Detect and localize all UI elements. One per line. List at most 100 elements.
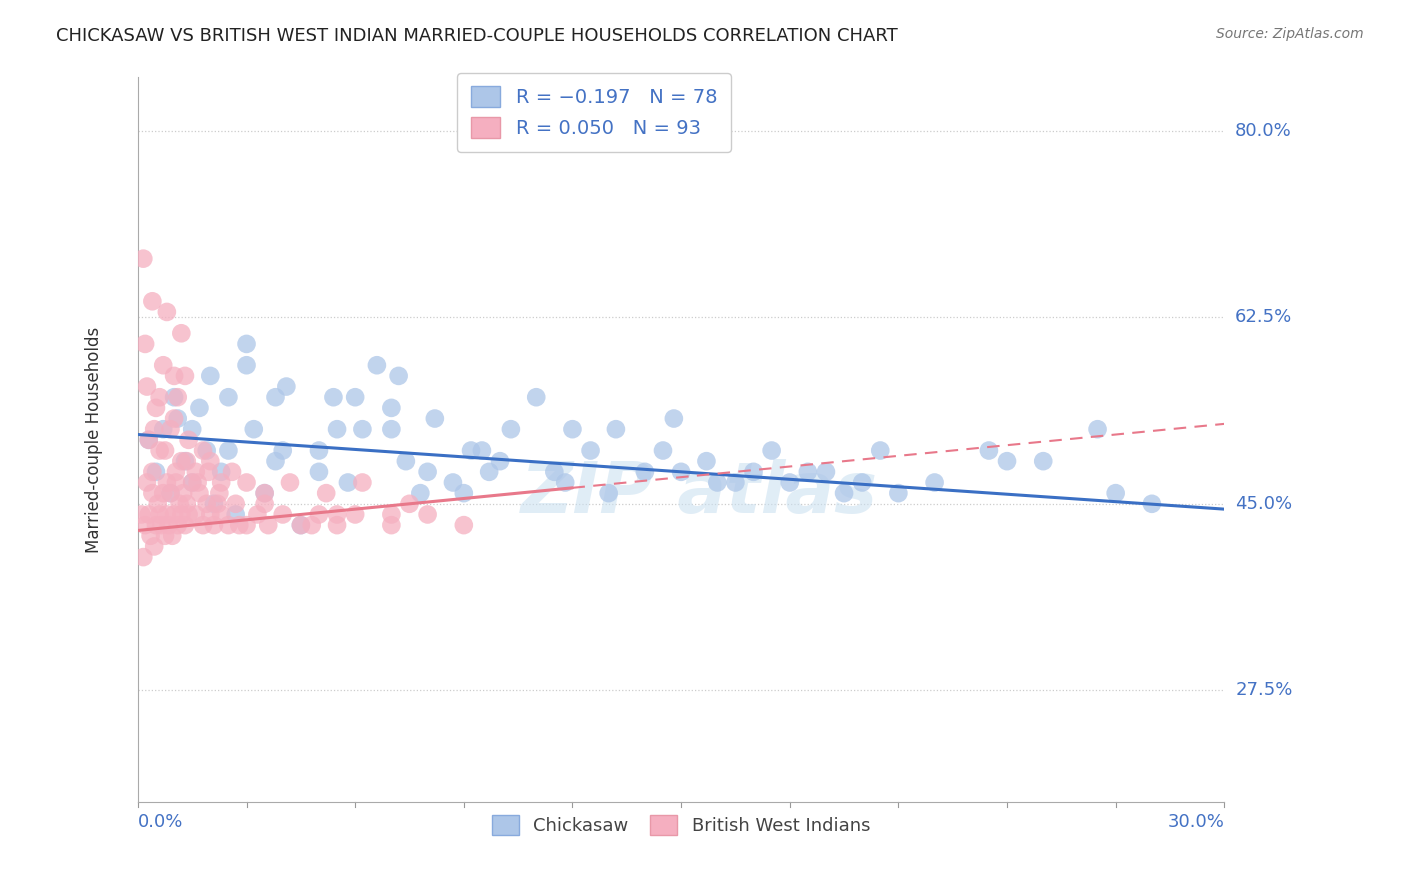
Point	[177, 508, 200, 522]
Point	[217, 390, 239, 404]
Point	[380, 401, 402, 415]
Point	[579, 443, 602, 458]
Point	[246, 508, 269, 522]
Point	[423, 411, 446, 425]
Point	[257, 518, 280, 533]
Point	[761, 443, 783, 458]
Text: 27.5%: 27.5%	[1236, 681, 1292, 699]
Point	[605, 422, 627, 436]
Point	[138, 433, 160, 447]
Text: 80.0%: 80.0%	[1236, 121, 1292, 140]
Point	[278, 475, 301, 490]
Point	[200, 454, 222, 468]
Point	[157, 518, 180, 533]
Point	[209, 465, 232, 479]
Point	[150, 518, 173, 533]
Point	[170, 508, 193, 522]
Point	[524, 390, 547, 404]
Point	[170, 454, 193, 468]
Point	[543, 465, 565, 479]
Point	[235, 358, 257, 372]
Point	[188, 401, 211, 415]
Point	[1032, 454, 1054, 468]
Point	[145, 401, 167, 415]
Point	[662, 411, 685, 425]
Point	[131, 508, 153, 522]
Point	[235, 518, 257, 533]
Point	[352, 422, 374, 436]
Point	[138, 508, 160, 522]
Point	[1087, 422, 1109, 436]
Point	[187, 475, 209, 490]
Point	[156, 475, 179, 490]
Point	[202, 518, 225, 533]
Point	[163, 390, 186, 404]
Text: Married-couple Households: Married-couple Households	[86, 326, 104, 553]
Point	[200, 508, 222, 522]
Point	[453, 486, 475, 500]
Point	[276, 379, 298, 393]
Point	[156, 508, 179, 522]
Point	[146, 497, 169, 511]
Point	[165, 465, 187, 479]
Point	[398, 497, 420, 511]
Point	[202, 497, 225, 511]
Point	[208, 486, 231, 500]
Point	[352, 475, 374, 490]
Point	[166, 390, 188, 404]
Point	[380, 508, 402, 522]
Point	[191, 518, 214, 533]
Point	[141, 294, 163, 309]
Point	[322, 390, 344, 404]
Text: 62.5%: 62.5%	[1236, 309, 1292, 326]
Point	[163, 508, 186, 522]
Point	[652, 443, 675, 458]
Point	[177, 433, 200, 447]
Point	[145, 518, 167, 533]
Point	[176, 497, 198, 511]
Point	[724, 475, 747, 490]
Point	[598, 486, 620, 500]
Point	[149, 390, 172, 404]
Point	[344, 508, 367, 522]
Point	[460, 443, 482, 458]
Point	[159, 422, 181, 436]
Point	[290, 518, 312, 533]
Point	[188, 486, 211, 500]
Point	[159, 486, 181, 500]
Point	[152, 358, 174, 372]
Point	[253, 497, 276, 511]
Point	[162, 529, 184, 543]
Point	[308, 508, 330, 522]
Point	[308, 443, 330, 458]
Point	[136, 475, 159, 490]
Point	[235, 475, 257, 490]
Point	[366, 358, 388, 372]
Point	[471, 443, 494, 458]
Point	[290, 518, 312, 533]
Point	[995, 454, 1018, 468]
Point	[174, 368, 197, 383]
Point	[200, 368, 222, 383]
Point	[499, 422, 522, 436]
Point	[326, 422, 349, 436]
Point	[195, 497, 218, 511]
Point	[195, 443, 218, 458]
Point	[271, 443, 294, 458]
Point	[145, 465, 167, 479]
Point	[225, 497, 247, 511]
Point	[163, 411, 186, 425]
Point	[221, 465, 243, 479]
Point	[143, 422, 166, 436]
Point	[388, 368, 411, 383]
Point	[380, 518, 402, 533]
Point	[170, 326, 193, 341]
Point	[851, 475, 873, 490]
Point	[924, 475, 946, 490]
Point	[832, 486, 855, 500]
Point	[191, 443, 214, 458]
Point	[489, 454, 512, 468]
Point	[139, 529, 162, 543]
Point	[149, 443, 172, 458]
Point	[152, 422, 174, 436]
